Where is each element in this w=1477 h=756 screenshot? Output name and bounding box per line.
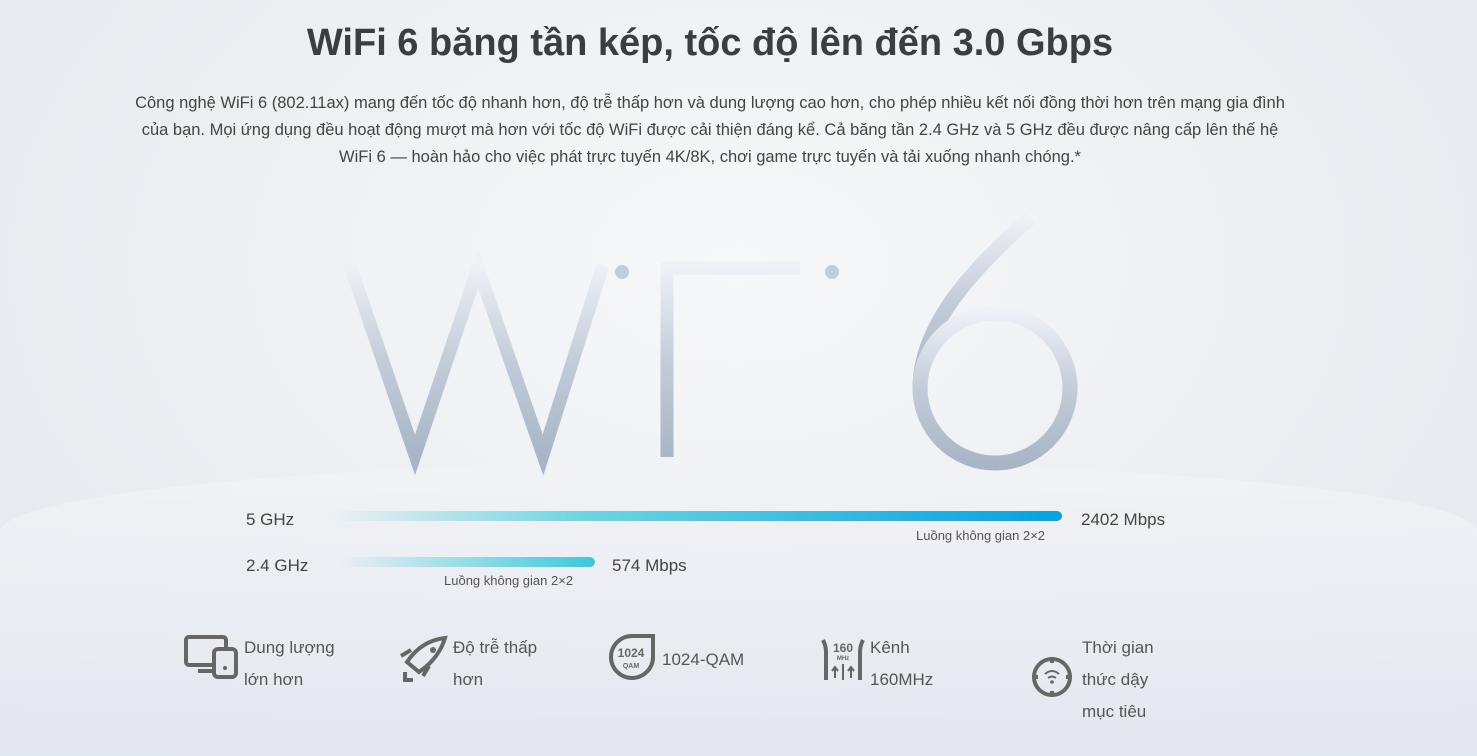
feature-line: Độ trễ thấp [453,638,538,657]
feature-line: Dung lượng [244,638,335,657]
feature-line: hơn [453,670,484,689]
band-24ghz-label: 2.4 GHz [246,556,309,575]
channel-icon-text: 160 [833,641,853,655]
qam-1024-icon: 1024 QAM [609,634,655,680]
rocket-icon [399,635,448,682]
wifi6-logo [343,212,1078,476]
target-wake-time-icon [1032,657,1072,697]
feature-line: Thời gian [1082,638,1154,657]
background-arc [0,462,1477,756]
channel-icon-subtext: MHz [837,656,849,662]
channel-160mhz-icon: 160 MHz [821,639,865,680]
feature-capacity: Dung lượng lớn hơn [184,632,335,696]
band-24ghz-speed: 574 Mbps [612,556,687,575]
feature-line: Kênh [870,638,910,657]
feature-twt: Thời gian thức dậy mục tiêu [1030,632,1154,728]
feature-line: 160MHz [870,670,934,689]
band-24ghz-streams: Luồng không gian 2×2 [444,573,574,588]
feature-latency: Độ trễ thấp hơn [397,632,537,696]
feature-160mhz: 160 MHz Kênh 160MHz [820,632,933,696]
qam-icon-text: 1024 [618,646,645,660]
band-5ghz-bar [330,511,1062,521]
feature-line: thức dậy [1082,670,1149,689]
qam-icon-subtext: QAM [623,663,640,670]
band-5ghz-speed: 2402 Mbps [1081,510,1166,529]
band-5ghz-label: 5 GHz [246,510,295,529]
feature-line: 1024-QAM [662,650,745,669]
devices-icon [184,635,238,679]
band-24ghz-bar [340,557,595,567]
feature-line: mục tiêu [1082,702,1147,721]
feature-1024qam: 1024 QAM 1024-QAM [608,632,744,682]
feature-line: lớn hơn [244,670,304,689]
band-5ghz-streams: Luồng không gian 2×2 [916,528,1046,543]
description: Công nghệ WiFi 6 (802.11ax) mang đến tốc… [135,94,1285,166]
page-title: WiFi 6 băng tần kép, tốc độ lên đến 3.0 … [306,22,1114,64]
